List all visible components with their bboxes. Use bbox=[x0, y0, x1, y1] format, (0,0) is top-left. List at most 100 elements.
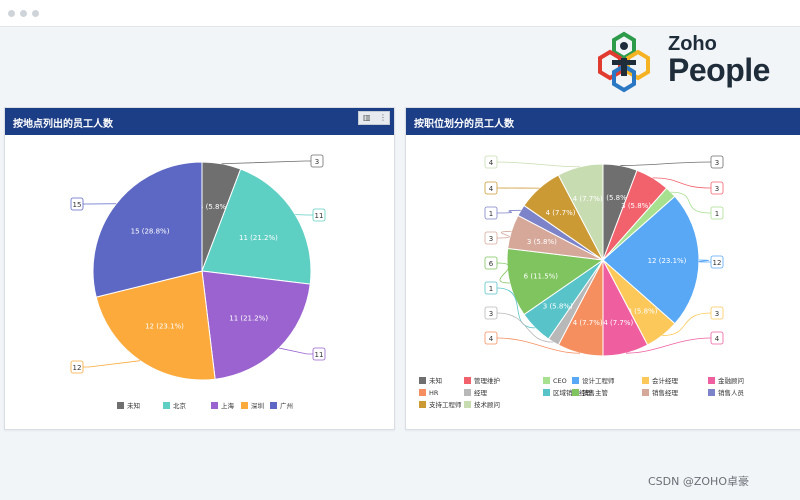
position-chart-panel: 按职位划分的员工人数 3 (5.8%) 3 (5.8%) 12 (23.1%) 3 (… bbox=[405, 107, 800, 430]
legend-label: 广州 bbox=[280, 401, 293, 410]
callout-leader bbox=[496, 337, 581, 354]
legend-swatch bbox=[419, 389, 426, 396]
slice-data-label: 4 (7.7%) bbox=[573, 195, 603, 203]
bar-chart-icon[interactable]: ▥ bbox=[363, 113, 371, 122]
legend-label: HR bbox=[429, 389, 439, 397]
more-menu-icon[interactable]: ⋮ bbox=[379, 113, 387, 122]
chart-title: 按地点列出的员工人数 bbox=[13, 119, 113, 130]
zoho-logo-icon bbox=[598, 31, 650, 93]
callout-label: 12 bbox=[713, 259, 722, 267]
callout-box bbox=[710, 181, 724, 195]
location-chart-panel: 按地点列出的员工人数 ▥ ⋮ 3 (5.8%) 11 (21.2%) 11 (21.… bbox=[4, 107, 395, 430]
callout-label: 1 bbox=[489, 285, 493, 293]
callout-leader bbox=[670, 191, 712, 214]
legend-swatch bbox=[572, 377, 579, 384]
legend-swatch bbox=[543, 377, 550, 384]
callout-label: 6 bbox=[489, 260, 494, 268]
legend-swatch bbox=[117, 402, 124, 409]
legend-label: 会计经理 bbox=[652, 376, 679, 385]
callout-leader bbox=[620, 161, 712, 166]
callout-box bbox=[710, 255, 724, 269]
legend-label: 技术顾问 bbox=[474, 400, 500, 409]
callout-leader bbox=[625, 337, 712, 354]
slice-data-label: 11 (21.2%) bbox=[229, 315, 268, 323]
callout-label: 1 bbox=[715, 210, 719, 218]
zoho-people-logo: Zoho People bbox=[594, 28, 784, 94]
legend-label: 深圳 bbox=[251, 401, 264, 410]
window-dot-icon bbox=[32, 10, 39, 17]
legend-label: 管理维护 bbox=[474, 376, 500, 385]
callout-box bbox=[312, 347, 326, 361]
callout-box bbox=[484, 155, 498, 169]
callout-label: 4 bbox=[489, 335, 494, 343]
window-titlebar bbox=[0, 0, 800, 27]
callout-label: 3 bbox=[715, 185, 719, 193]
callout-label: 4 bbox=[715, 335, 720, 343]
callout-box bbox=[484, 306, 498, 320]
position-pie-chart: 3 (5.8%)3 (5.8%)12 (23.1%)3 (5.8%)4 (7.7… bbox=[419, 155, 745, 409]
callout-box bbox=[484, 256, 498, 270]
pie-slice bbox=[95, 270, 216, 381]
legend-label: 设计工程师 bbox=[582, 376, 615, 385]
chart-toolbar[interactable]: ▥ ⋮ bbox=[358, 111, 390, 125]
slice-data-label: 3 (5.8%) bbox=[621, 202, 651, 210]
window-dot-icon bbox=[8, 10, 15, 17]
callout-box bbox=[710, 306, 724, 320]
slice-data-label: 3 (5.8%) bbox=[543, 302, 573, 310]
callout-label: 3 bbox=[489, 235, 493, 243]
callout-box bbox=[484, 231, 498, 245]
pie-slice bbox=[92, 161, 203, 298]
callout-leader bbox=[278, 347, 313, 355]
callout-label: 3 bbox=[715, 310, 719, 318]
watermark-text: CSDN @ZOHO卓豪 bbox=[648, 475, 749, 488]
logo-people-text: People bbox=[668, 52, 770, 88]
legend-label: 北京 bbox=[173, 401, 187, 410]
callout-label: 15 bbox=[73, 201, 82, 209]
callout-label: 3 bbox=[315, 158, 319, 166]
callout-leader bbox=[496, 161, 581, 168]
legend-label: 支持工程师 bbox=[429, 400, 462, 409]
slice-data-label: 11 (21.2%) bbox=[239, 234, 278, 242]
slice-data-label: 3 (5.8%) bbox=[199, 203, 229, 211]
legend-label: 上海 bbox=[221, 401, 235, 410]
legend-swatch bbox=[464, 377, 471, 384]
window-dot-icon bbox=[20, 10, 27, 17]
slice-data-label: 6 (11.5%) bbox=[524, 272, 559, 280]
legend-label: 未知 bbox=[429, 376, 442, 385]
callout-box bbox=[484, 206, 498, 220]
legend-swatch bbox=[642, 389, 649, 396]
callout-leader bbox=[83, 360, 141, 368]
slice-data-label: 4 (7.7%) bbox=[573, 319, 603, 327]
callout-label: 4 bbox=[489, 159, 494, 167]
slice-data-label: 4 (7.7%) bbox=[546, 209, 576, 217]
callout-label: 3 bbox=[715, 159, 719, 167]
legend-label: 未知 bbox=[127, 401, 140, 410]
legend-swatch bbox=[419, 377, 426, 384]
callout-box bbox=[70, 360, 84, 374]
callout-label: 4 bbox=[489, 185, 494, 193]
callout-label: 1 bbox=[489, 210, 493, 218]
callout-label: 11 bbox=[315, 212, 324, 220]
pie-slice bbox=[201, 168, 312, 285]
logo-zoho-text: Zoho bbox=[668, 33, 717, 55]
callout-label: 11 bbox=[315, 351, 324, 359]
legend-swatch bbox=[419, 401, 426, 408]
callout-box bbox=[484, 331, 498, 345]
callout-leader bbox=[496, 262, 510, 284]
callout-leader bbox=[496, 231, 512, 239]
slice-data-label: 3 (5.8%) bbox=[600, 194, 630, 202]
pie-slice bbox=[557, 163, 604, 261]
callout-box bbox=[312, 208, 326, 222]
slice-data-label: 12 (23.1%) bbox=[145, 322, 184, 330]
callout-leader bbox=[221, 160, 311, 165]
legend-label: CEO bbox=[553, 377, 567, 385]
callout-label: 3 bbox=[489, 310, 493, 318]
pie-slice bbox=[506, 247, 605, 316]
callout-box bbox=[484, 181, 498, 195]
slice-data-label: 15 (28.8%) bbox=[131, 227, 170, 235]
callout-leader bbox=[698, 259, 712, 263]
legend-swatch bbox=[163, 402, 170, 409]
legend-swatch bbox=[572, 389, 579, 396]
callout-leader bbox=[496, 209, 521, 214]
callout-leader bbox=[496, 312, 554, 343]
